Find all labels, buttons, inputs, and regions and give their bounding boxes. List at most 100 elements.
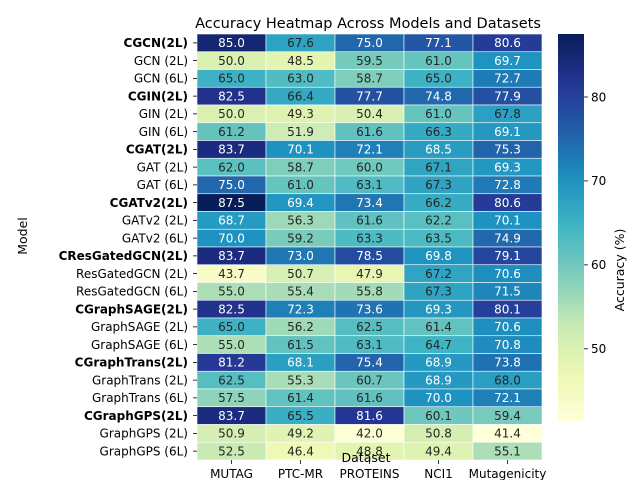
cell-value-label: 66.2 <box>425 196 452 210</box>
column-label: PTC-MR <box>278 467 323 480</box>
cell-value-label: 50.9 <box>218 427 245 441</box>
cell-value-label: 74.9 <box>494 231 521 245</box>
colorbar-tick-label: 80 <box>591 90 606 104</box>
row-label: CGCN(2L) <box>124 36 188 50</box>
cell-value-label: 61.6 <box>356 125 383 139</box>
cell-value-label: 70.1 <box>494 214 521 228</box>
cell-value-label: 85.0 <box>218 36 245 50</box>
row-label: GraphSAGE (6L) <box>91 338 188 352</box>
cell-value-label: 56.3 <box>287 214 314 228</box>
cell-value-label: 78.5 <box>356 249 383 263</box>
cell-value-label: 51.9 <box>287 125 314 139</box>
cell-value-label: 62.5 <box>218 373 245 387</box>
row-labels: CGCN(2L) GCN (2L) GCN (6L) CGIN(2L) GIN (2L)… <box>59 36 197 458</box>
row-label: CResGatedGCN(2L) <box>59 249 188 263</box>
cell-value-label: 65.5 <box>287 409 314 423</box>
cell-value-label: 75.0 <box>218 178 245 192</box>
cell-value-label: 70.1 <box>287 143 314 157</box>
cell-value-label: 61.6 <box>356 391 383 405</box>
cell-value-label: 87.5 <box>218 196 245 210</box>
cell-value-label: 47.9 <box>356 267 383 281</box>
x-axis-label: Dataset <box>342 450 391 465</box>
cell-value-label: 65.0 <box>218 320 245 334</box>
cell-value-label: 60.7 <box>356 373 383 387</box>
row-label: CGATv2(2L) <box>110 196 188 210</box>
cell-value-label: 41.4 <box>494 427 521 441</box>
cell-value-label: 63.5 <box>425 231 452 245</box>
cell-value-label: 81.6 <box>356 409 383 423</box>
cell-value-label: 50.8 <box>425 427 452 441</box>
cell-value-label: 55.1 <box>494 444 521 458</box>
cell-value-label: 72.1 <box>356 143 383 157</box>
row-label: GraphSAGE (2L) <box>91 320 188 334</box>
column-labels: MUTAG PTC-MR PROTEINS NCI1 Mutagenicity <box>210 460 546 480</box>
cell-value-label: 66.3 <box>425 125 452 139</box>
row-label: GCN (2L) <box>134 54 188 68</box>
row-label: GCN (6L) <box>134 72 188 86</box>
cell-value-label: 75.4 <box>356 356 383 370</box>
row-label: ResGatedGCN (6L) <box>76 285 188 299</box>
cell-value-label: 82.5 <box>218 89 245 103</box>
cell-value-label: 43.7 <box>218 267 245 281</box>
cell-value-label: 71.5 <box>494 285 521 299</box>
cell-value-label: 58.7 <box>287 160 314 174</box>
cell-value-label: 50.4 <box>356 107 383 121</box>
cell-value-label: 62.2 <box>425 214 452 228</box>
row-label: GAT (6L) <box>137 178 188 192</box>
cell-value-label: 77.9 <box>494 89 521 103</box>
cell-value-label: 61.0 <box>425 107 452 121</box>
cell-value-label: 83.7 <box>218 143 245 157</box>
cell-value-label: 59.5 <box>356 54 383 68</box>
row-label: CGIN(2L) <box>128 89 188 103</box>
colorbar-gradient <box>558 34 584 421</box>
cell-value-label: 60.1 <box>425 409 452 423</box>
cell-value-label: 69.7 <box>494 54 521 68</box>
cell-value-label: 77.1 <box>425 36 452 50</box>
cell-value-label: 70.0 <box>425 391 452 405</box>
cell-value-label: 42.0 <box>356 427 383 441</box>
cell-value-label: 55.0 <box>218 338 245 352</box>
cell-value-label: 74.8 <box>425 89 452 103</box>
cell-value-label: 73.6 <box>356 302 383 316</box>
cell-value-label: 67.6 <box>287 36 314 50</box>
cell-value-label: 72.3 <box>287 302 314 316</box>
cell-value-label: 73.0 <box>287 249 314 263</box>
cell-value-label: 61.4 <box>287 391 314 405</box>
colorbar: 50 60 70 80 <box>558 34 606 421</box>
cell-value-label: 57.5 <box>218 391 245 405</box>
row-label: GIN (2L) <box>139 107 188 121</box>
cell-value-label: 46.4 <box>287 444 314 458</box>
cell-value-label: 63.1 <box>356 178 383 192</box>
cell-value-label: 61.5 <box>287 338 314 352</box>
cell-value-label: 59.4 <box>494 409 521 423</box>
colorbar-tick-label: 60 <box>591 258 606 272</box>
cell-value-label: 68.1 <box>287 356 314 370</box>
row-label: GraphGPS (6L) <box>100 444 188 458</box>
cell-value-label: 67.1 <box>425 160 452 174</box>
cell-value-label: 61.4 <box>425 320 452 334</box>
column-label: NCI1 <box>424 467 453 480</box>
row-label: GATv2 (2L) <box>122 214 188 228</box>
cell-value-label: 75.0 <box>356 36 383 50</box>
cell-value-label: 61.0 <box>425 54 452 68</box>
colorbar-label: Accuracy (%) <box>612 229 627 312</box>
cell-value-label: 52.5 <box>218 444 245 458</box>
heatmap-cells: 85.0 67.6 75.0 77.1 80.6 50.0 48.5 59.5 61.0 69.7… <box>196 33 543 461</box>
cell-value-label: 82.5 <box>218 302 245 316</box>
cell-value-label: 49.2 <box>287 427 314 441</box>
row-label: GraphTrans (6L) <box>92 391 188 405</box>
column-label: MUTAG <box>210 467 253 480</box>
cell-value-label: 83.7 <box>218 409 245 423</box>
cell-value-label: 68.9 <box>425 373 452 387</box>
cell-value-label: 81.2 <box>218 356 245 370</box>
cell-value-label: 50.0 <box>218 54 245 68</box>
cell-value-label: 80.6 <box>494 36 521 50</box>
cell-value-label: 50.7 <box>287 267 314 281</box>
cell-value-label: 70.8 <box>494 338 521 352</box>
cell-value-label: 62.0 <box>218 160 245 174</box>
cell-value-label: 67.2 <box>425 267 452 281</box>
cell-value-label: 68.9 <box>425 356 452 370</box>
cell-value-label: 83.7 <box>218 249 245 263</box>
cell-value-label: 68.5 <box>425 143 452 157</box>
